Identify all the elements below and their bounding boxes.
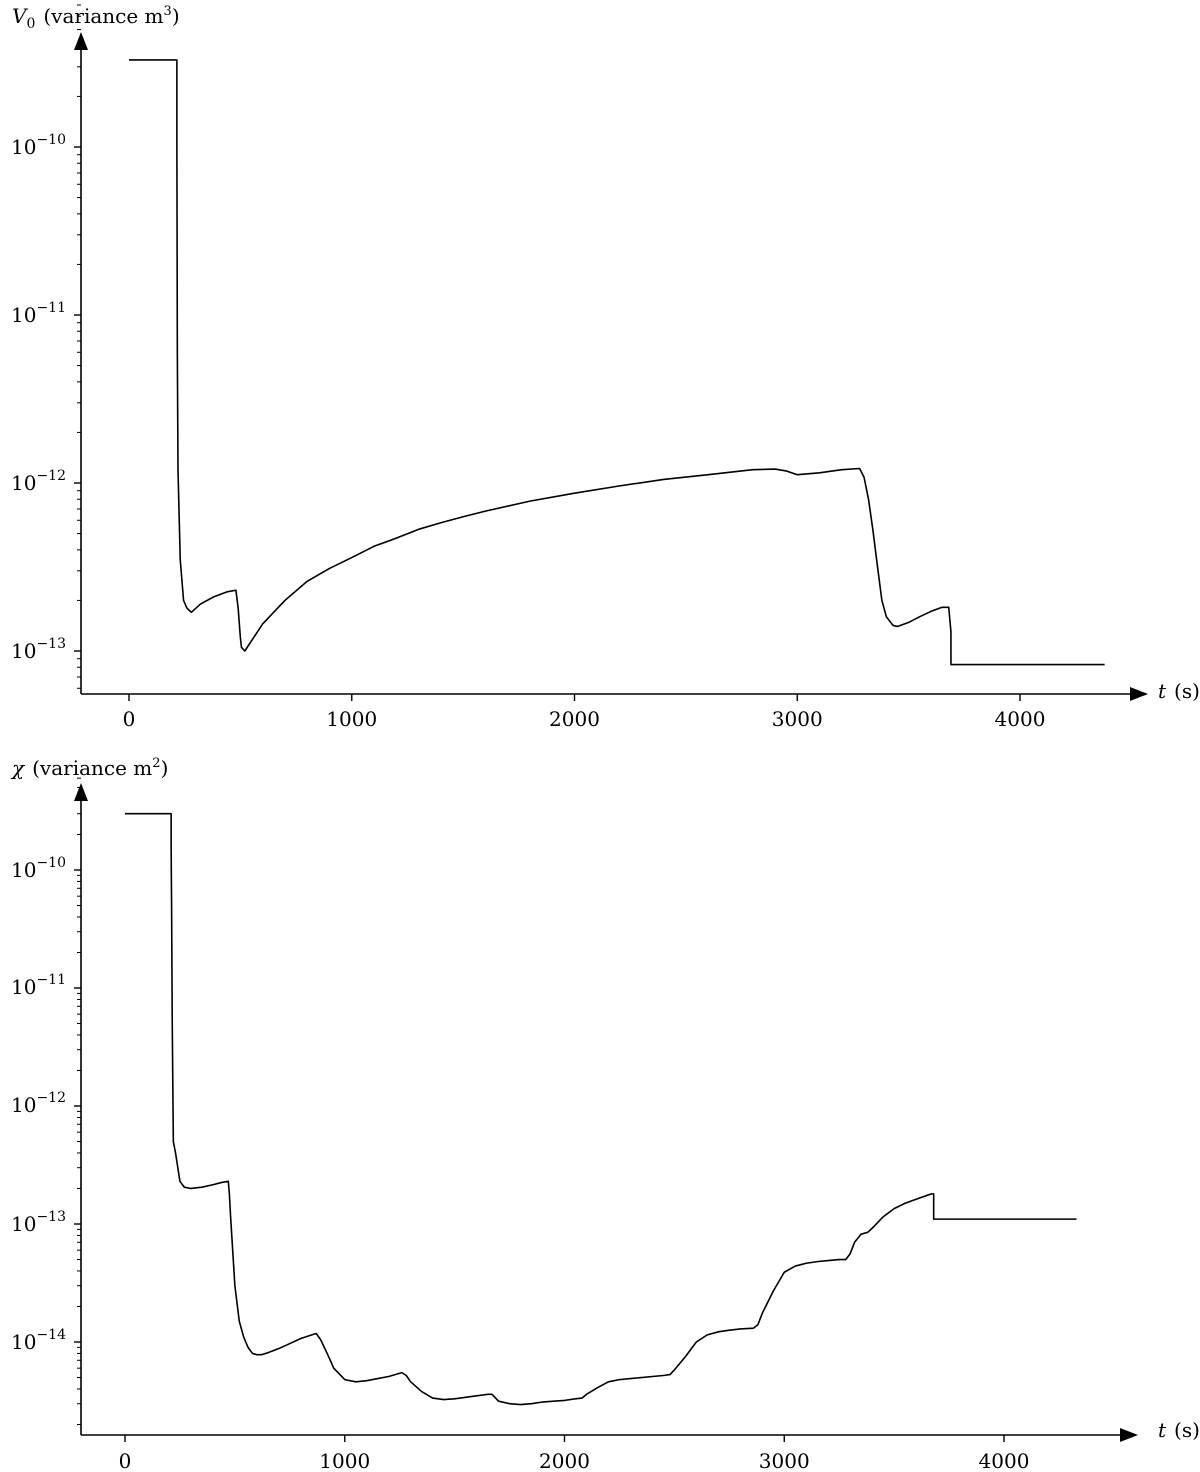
x-tick-label: 2000 (549, 707, 600, 731)
y-axis-label-subscript: 0 (26, 16, 35, 32)
svg-text:V0(variance m3): V0 (variance m3) (12, 4, 180, 32)
chart-panel-v0: V0 (variance m3) t (s) 0 1000 2000 3000 4000 1… (11, 4, 1200, 731)
x-axis-label-unit: (s) (1174, 1418, 1200, 1442)
x-axis-label: t (s) (1158, 679, 1200, 703)
y-axis-label-text: (variance m (32, 756, 152, 780)
x-tick-label: 4000 (979, 1449, 1030, 1472)
x-tick-label: 4000 (995, 707, 1046, 731)
x-tick-label: 1000 (319, 1449, 370, 1472)
y-axis-label: χ (variance m2) (10, 756, 168, 780)
x-tick-label: 2000 (539, 1449, 590, 1472)
x-tick-label: 3000 (759, 1449, 810, 1472)
y-axis-label-superscript: 2 (152, 756, 160, 771)
y-axis-label: V0 (variance m3) (12, 4, 180, 32)
x-axis-label: t (s) (1158, 1418, 1200, 1442)
chart-panel-chi: χ (variance m2) t (s) 0 1000 2000 3000 4000 10… (10, 756, 1200, 1472)
x-axis-arrow-icon (1130, 687, 1148, 701)
y-tick-label: 10−13 (11, 1209, 66, 1236)
y-tick-label: 10−10 (11, 132, 66, 159)
series-line (129, 59, 1105, 666)
x-axis-arrow-icon (1120, 1428, 1138, 1442)
y-axis-label-symbol: χ (10, 756, 26, 780)
y-tick-label: 10−10 (11, 855, 66, 882)
y-axis-label-symbol: V (12, 4, 29, 28)
x-tick-label: 1000 (326, 707, 377, 731)
y-tick-label: 10−12 (11, 468, 66, 495)
y-axis-label-close: ) (172, 4, 180, 28)
y-tick-label: 10−11 (11, 300, 66, 327)
x-tick-label: 0 (123, 707, 136, 731)
y-axis-label-superscript: 3 (164, 4, 172, 19)
y-tick-label: 10−11 (11, 972, 66, 999)
x-axis-label-unit: (s) (1174, 679, 1200, 703)
y-tick-label: 10−12 (11, 1090, 66, 1117)
x-axis-label-symbol: t (1158, 1418, 1167, 1442)
x-axis-label-symbol: t (1158, 679, 1167, 703)
y-axis-label-close: ) (161, 756, 169, 780)
svg-text:t(s): t (s) (1158, 1418, 1200, 1442)
y-axis-label-text: (variance m (43, 4, 163, 28)
y-tick-label: 10−13 (11, 636, 66, 663)
series-line (125, 812, 1077, 1406)
y-axis-arrow-icon (74, 783, 88, 801)
svg-text:χ(variance m2): χ (variance m2) (10, 756, 168, 780)
y-tick-label: 10−14 (11, 1327, 66, 1354)
x-tick-label: 3000 (772, 707, 823, 731)
y-axis-arrow-icon (74, 32, 88, 50)
x-tick-label: 0 (119, 1449, 132, 1472)
svg-text:t(s): t (s) (1158, 679, 1200, 703)
